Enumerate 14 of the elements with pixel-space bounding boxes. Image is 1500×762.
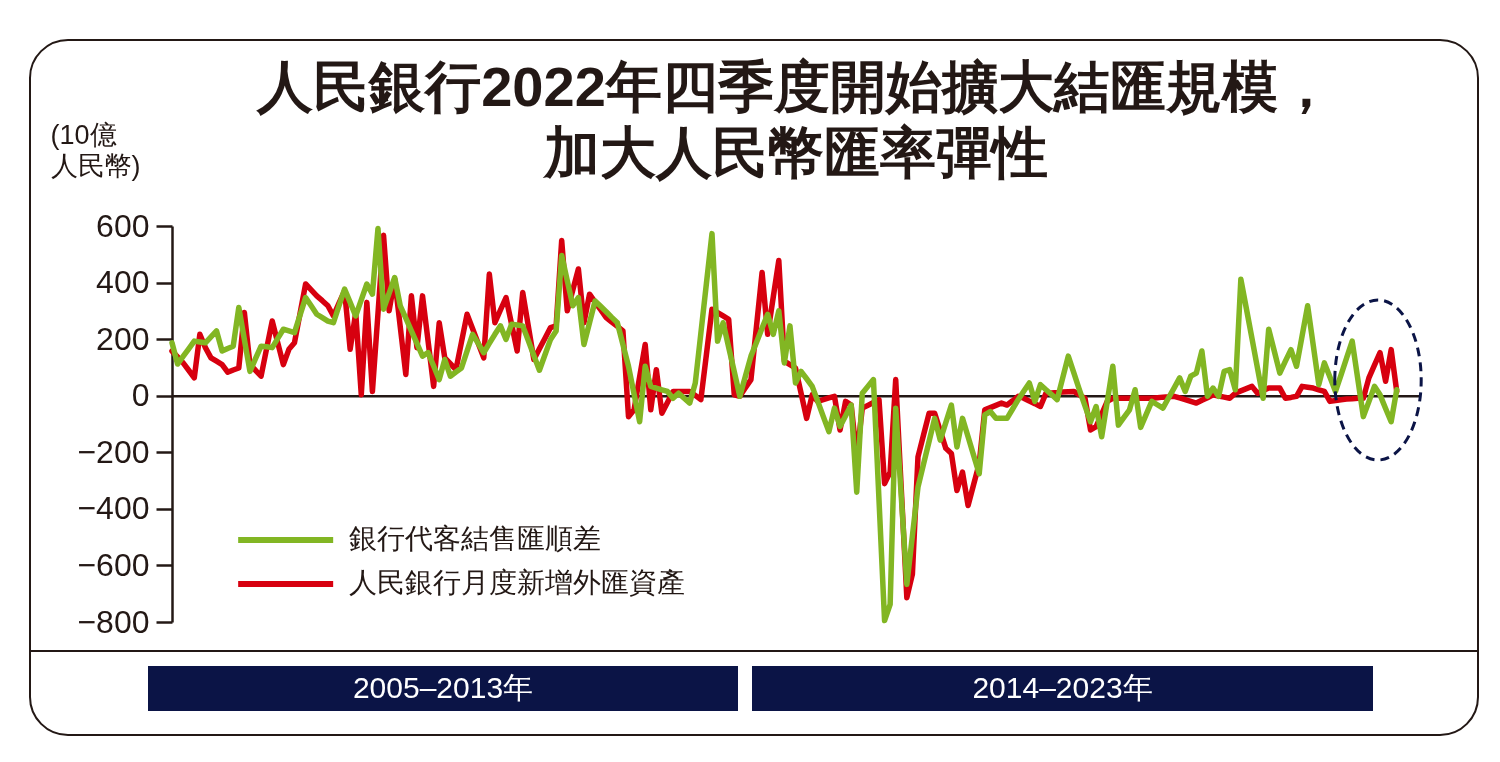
text: 2014–2023年: [972, 671, 1153, 704]
chart-title: 人民銀行2022年四季度開始擴大結匯規模，加大人民幣匯率彈性: [256, 55, 1334, 184]
y-axis-title: (10億人民幣): [50, 119, 141, 181]
y-tick-label: −800: [77, 603, 150, 640]
y-tick-label: −200: [77, 433, 150, 470]
y-tick-label: −600: [77, 546, 150, 583]
y-tick-label: 0: [131, 377, 150, 414]
y-tick-label: 400: [96, 264, 150, 301]
y-tick-label: −400: [77, 490, 150, 527]
legend-label: 人民銀行月度新增外匯資產: [349, 567, 686, 598]
text: 2005–2013年: [352, 671, 534, 704]
legend-label: 銀行代客結售匯順差: [349, 523, 602, 554]
y-tick-label: 600: [96, 207, 150, 244]
y-tick-label: 200: [96, 320, 150, 357]
